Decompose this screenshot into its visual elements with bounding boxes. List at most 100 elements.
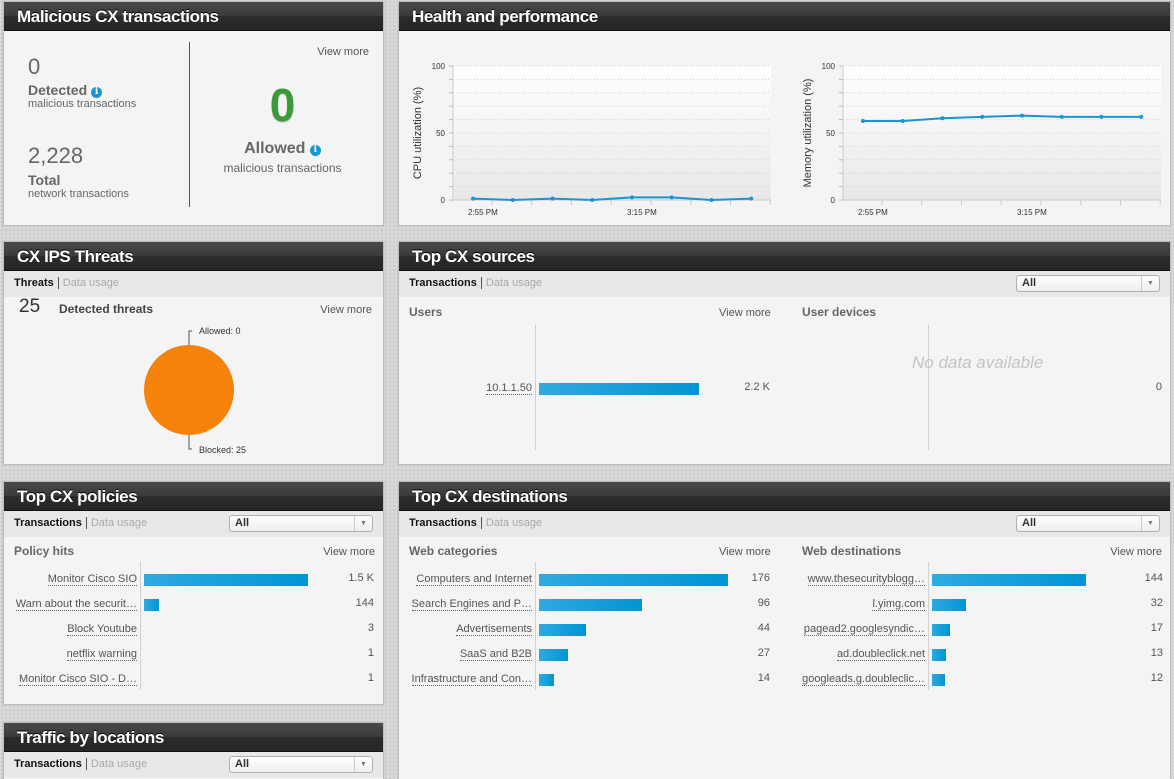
item-label-link[interactable]: Computers and Internet xyxy=(416,573,532,586)
item-label-link[interactable]: netflix warning xyxy=(66,648,137,661)
item-label-link[interactable]: Monitor Cisco SIO - D… xyxy=(19,673,137,686)
tab-data-usage[interactable]: Data usage xyxy=(90,517,148,529)
tab-data-usage[interactable]: Data usage xyxy=(90,758,148,770)
info-icon[interactable]: i xyxy=(91,87,103,98)
data-point xyxy=(980,114,985,119)
view-more-link[interactable]: View more xyxy=(719,546,771,558)
cpu-utilization-chart: 0 50 100 CPU utilization (%) 2:55 PM 3:15 PM xyxy=(412,62,771,217)
total-label: Total xyxy=(28,172,61,188)
bar[interactable] xyxy=(539,383,699,395)
total-sub: network transactions xyxy=(28,188,129,200)
tab-transactions[interactable]: Transactions xyxy=(409,517,482,529)
item-label-link[interactable]: Warn about the securit… xyxy=(15,598,137,611)
item-label-link[interactable]: www.thesecurityblogg… xyxy=(807,573,925,586)
bar[interactable] xyxy=(932,624,950,636)
x-tick-label: 2:55 PM xyxy=(468,208,498,217)
devices-value: 0 xyxy=(1155,381,1162,393)
users-title: Users xyxy=(409,305,443,319)
tab-data-usage[interactable]: Data usage xyxy=(485,277,543,289)
bar[interactable] xyxy=(539,599,642,611)
item-value: 1 xyxy=(367,672,374,684)
total-count: 2,228 xyxy=(28,143,84,168)
bar[interactable] xyxy=(144,574,308,586)
detected-label-row: Detected i xyxy=(28,82,103,98)
item-label-link[interactable]: ad.doubleclick.net xyxy=(836,648,925,661)
list-item: Monitor Cisco SIO xyxy=(9,573,137,587)
series-line xyxy=(472,196,752,202)
bar[interactable] xyxy=(932,574,1086,586)
data-point xyxy=(550,196,555,201)
bar[interactable] xyxy=(539,649,568,661)
bar[interactable] xyxy=(932,649,946,661)
list-item: 10.1.1.50 xyxy=(409,382,532,396)
item-label-link[interactable]: 10.1.1.50 xyxy=(486,382,532,395)
item-label-link[interactable]: Monitor Cisco SIO xyxy=(47,573,137,586)
filter-dropdown[interactable]: All ▼ xyxy=(1016,275,1160,292)
view-more-link[interactable]: View more xyxy=(323,546,375,558)
tab-transactions[interactable]: Transactions xyxy=(409,277,482,289)
view-more-link[interactable]: View more xyxy=(317,46,369,58)
bar[interactable] xyxy=(932,599,966,611)
bar[interactable] xyxy=(932,674,945,686)
filter-dropdown[interactable]: All ▼ xyxy=(229,756,373,773)
data-point xyxy=(1059,114,1064,119)
bar[interactable] xyxy=(144,599,159,611)
view-more-link[interactable]: View more xyxy=(1110,546,1162,558)
detected-label: Detected xyxy=(28,82,88,98)
item-label-link[interactable]: pagead2.googlesyndic… xyxy=(803,623,925,636)
tab-transactions[interactable]: Transactions xyxy=(14,517,87,529)
y-tick-label: 50 xyxy=(826,129,835,138)
top-sources-panel: Top CX sources Transactions Data usage Al… xyxy=(398,241,1171,465)
item-label-link[interactable]: l.yimg.com xyxy=(872,598,925,611)
item-label-link[interactable]: Infrastructure and Con… xyxy=(411,673,532,686)
tab-transactions[interactable]: Transactions xyxy=(14,758,87,770)
item-value: 32 xyxy=(1150,597,1163,609)
filter-dropdown[interactable]: All ▼ xyxy=(1016,515,1160,532)
view-more-link[interactable]: View more xyxy=(719,307,771,319)
bar[interactable] xyxy=(539,574,728,586)
data-point xyxy=(471,196,475,201)
item-label-link[interactable]: Advertisements xyxy=(456,623,532,636)
chevron-down-icon: ▼ xyxy=(354,757,372,772)
panel-title: Traffic by locations xyxy=(4,723,383,752)
bar[interactable] xyxy=(539,674,554,686)
tab-data-usage[interactable]: Data usage xyxy=(62,277,120,289)
malicious-transactions-panel: Malicious CX transactions 0 Detected i m… xyxy=(3,1,384,226)
bar[interactable] xyxy=(539,624,586,636)
list-item: netflix warning xyxy=(9,648,137,662)
tab-bar: Transactions Data usage All ▼ xyxy=(4,752,383,778)
blocked-label: Blocked: 25 xyxy=(199,445,246,455)
data-point xyxy=(940,116,945,121)
item-value: 17 xyxy=(1150,622,1163,634)
destinations-axis xyxy=(928,562,929,690)
x-tick-label: 3:15 PM xyxy=(1017,208,1047,217)
item-label-link[interactable]: googleads.g.doubleclic… xyxy=(802,673,925,686)
item-label-link[interactable]: Search Engines and P… xyxy=(411,598,532,611)
tab-threats[interactable]: Threats xyxy=(14,277,59,289)
item-value: 3 xyxy=(367,622,374,634)
data-point xyxy=(669,195,674,200)
chevron-down-icon: ▼ xyxy=(1141,516,1159,531)
web-categories-title: Web categories xyxy=(409,544,498,558)
tab-bar: Threats Data usage xyxy=(4,271,383,297)
panel-title: Top CX sources xyxy=(399,242,1170,271)
info-icon[interactable]: i xyxy=(309,145,321,156)
panel-title: Top CX policies xyxy=(4,482,383,511)
allowed-sub: malicious transactions xyxy=(223,161,342,175)
x-tick-label: 2:55 PM xyxy=(858,208,888,217)
no-data-message: No data available xyxy=(912,353,1044,372)
user-devices-title: User devices xyxy=(802,305,877,319)
filter-dropdown[interactable]: All ▼ xyxy=(229,515,373,532)
view-more-link[interactable]: View more xyxy=(320,304,372,316)
filter-value: All xyxy=(1022,277,1037,289)
item-value: 1 xyxy=(367,647,374,659)
item-label-link[interactable]: Block Youtube xyxy=(67,623,137,636)
data-point xyxy=(590,198,595,202)
chevron-down-icon: ▼ xyxy=(1141,276,1159,291)
list-item: Block Youtube xyxy=(9,623,137,637)
list-item: Computers and Internet xyxy=(404,573,532,587)
health-performance-panel: Health and performance 0 50 100 CPU utiliza… xyxy=(398,1,1171,226)
item-label-link[interactable]: SaaS and B2B xyxy=(459,648,532,661)
list-item: Advertisements xyxy=(404,623,532,637)
tab-data-usage[interactable]: Data usage xyxy=(485,517,543,529)
